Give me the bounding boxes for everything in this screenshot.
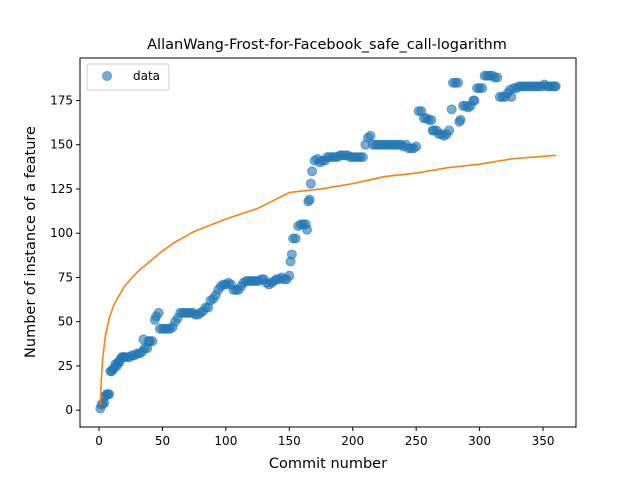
y-tick-label: 75 [58, 270, 73, 284]
data-point [453, 77, 464, 88]
data-point [506, 91, 517, 102]
data-point [307, 166, 318, 177]
data-point [492, 72, 503, 83]
x-tick-label: 300 [468, 434, 491, 448]
x-tick-label: 150 [278, 434, 301, 448]
data-point [477, 83, 488, 94]
data-point [305, 178, 316, 189]
x-tick-label: 250 [405, 434, 428, 448]
legend: data [86, 63, 170, 91]
data-point [104, 389, 115, 400]
data-point [302, 224, 313, 235]
data-point [290, 233, 301, 244]
data-point [153, 307, 164, 318]
y-tick-label: 50 [58, 315, 73, 329]
data-point [147, 336, 158, 347]
data-point [286, 249, 297, 260]
x-tick-label: 50 [155, 434, 170, 448]
legend-label: data [133, 69, 160, 83]
chart-title: AllanWang-Frost-for-Facebook_safe_call-l… [147, 37, 507, 53]
legend-marker [102, 71, 112, 81]
y-axis-ticks: 0 25 50 75 100 125 150 175 [50, 93, 80, 417]
y-tick-label: 0 [65, 403, 73, 417]
x-tick-label: 0 [95, 434, 103, 448]
data-point [304, 194, 315, 205]
axes-frame [79, 57, 577, 428]
x-axis-label: Commit number [269, 456, 387, 472]
fit-line [99, 154, 556, 405]
y-tick-label: 150 [50, 138, 73, 152]
x-axis-ticks: 0 50 100 150 200 250 300 350 [95, 427, 554, 448]
data-point [357, 152, 368, 163]
data-point [550, 81, 561, 92]
data-point [446, 104, 457, 115]
data-point [284, 270, 295, 281]
x-tick-label: 350 [532, 434, 555, 448]
data-point [469, 95, 480, 106]
plot-area [95, 70, 561, 414]
x-tick-label: 200 [341, 434, 364, 448]
y-tick-label: 25 [58, 359, 73, 373]
y-tick-label: 125 [50, 182, 73, 196]
data-point [455, 114, 466, 125]
legend-box [86, 63, 170, 91]
data-point [411, 141, 422, 152]
y-tick-label: 175 [50, 93, 73, 107]
x-tick-label: 100 [214, 434, 237, 448]
data-point [365, 130, 376, 141]
data-point [426, 114, 437, 125]
y-axis-label: Number of instance of a feature [23, 126, 39, 358]
data-point [444, 125, 455, 136]
y-tick-label: 100 [50, 226, 73, 240]
